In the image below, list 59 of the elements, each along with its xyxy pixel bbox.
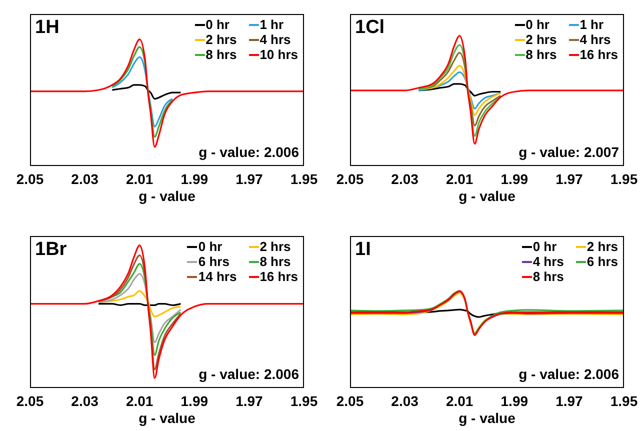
legend-label: 2 hrs: [260, 239, 291, 254]
x-tick-label: 2.03: [71, 392, 99, 409]
x-tick-label: 2.01: [446, 170, 474, 187]
legend-label: 0 hr: [198, 239, 222, 254]
annotation: g - value: 2.006: [518, 366, 619, 382]
legend-label: 8 hrs: [206, 47, 237, 62]
x-tick-label: 2.01: [126, 392, 154, 409]
x-tick-label: 1.95: [610, 392, 638, 409]
legend-label: 1 hr: [260, 17, 284, 32]
x-tick-label: 1.97: [556, 392, 584, 409]
legend-label: 14 hrs: [198, 269, 237, 284]
annotation: g - value: 2.006: [198, 366, 299, 382]
legend-label: 0 hr: [532, 239, 557, 254]
legend-label: 4 hrs: [580, 32, 611, 47]
legend-label: 2 hrs: [206, 32, 237, 47]
chart-title: 1Br: [35, 239, 67, 261]
x-tick-label: 2.03: [391, 170, 419, 187]
x-tick-label: 1.97: [556, 170, 584, 187]
legend-label: 6 hrs: [198, 254, 230, 269]
x-tick-label: 1.99: [500, 392, 528, 409]
x-tick-label: 1.99: [500, 170, 528, 187]
x-tick-label: 1.95: [290, 170, 318, 187]
x-axis-title: g - value: [138, 188, 196, 204]
legend-label: 4 hrs: [260, 32, 291, 47]
x-tick-label: 2.01: [446, 392, 474, 409]
x-tick-label: 1.95: [290, 392, 318, 409]
x-axis-title: g - value: [138, 410, 196, 426]
x-axis-title: g - value: [458, 188, 516, 204]
chart-title: 1H: [35, 17, 60, 39]
legend-label: 16 hrs: [580, 47, 618, 62]
legend-label: 2 hrs: [586, 239, 618, 254]
legend-label: 8 hrs: [526, 47, 557, 62]
legend-label: 8 hrs: [532, 269, 564, 284]
x-tick-label: 2.05: [16, 392, 44, 409]
annotation: g - value: 2.007: [518, 144, 619, 160]
legend-label: 0 hr: [206, 17, 230, 32]
x-tick-label: 1.97: [236, 392, 264, 409]
x-tick-label: 2.05: [336, 170, 364, 187]
x-tick-label: 1.97: [236, 170, 264, 187]
x-tick-label: 1.99: [180, 392, 208, 409]
x-tick-label: 2.03: [391, 392, 419, 409]
x-tick-label: 2.05: [336, 392, 364, 409]
x-axis-title: g - value: [458, 410, 516, 426]
x-tick-label: 2.05: [16, 170, 44, 187]
legend-label: 4 hrs: [532, 254, 564, 269]
legend-label: 1 hr: [580, 17, 604, 32]
x-tick-label: 1.99: [180, 170, 208, 187]
legend-label: 6 hrs: [586, 254, 618, 269]
x-tick-label: 1.95: [610, 170, 638, 187]
x-tick-label: 2.01: [126, 170, 154, 187]
chart-title: 1Cl: [355, 17, 385, 39]
legend-label: 2 hrs: [526, 32, 557, 47]
x-tick-label: 2.03: [71, 170, 99, 187]
legend-label: 0 hr: [526, 17, 550, 32]
legend-label: 16 hrs: [260, 269, 298, 284]
annotation: g - value: 2.006: [198, 144, 299, 160]
legend-label: 8 hrs: [260, 254, 291, 269]
legend-label: 10 hrs: [260, 47, 298, 62]
chart-title: 1I: [355, 239, 371, 261]
